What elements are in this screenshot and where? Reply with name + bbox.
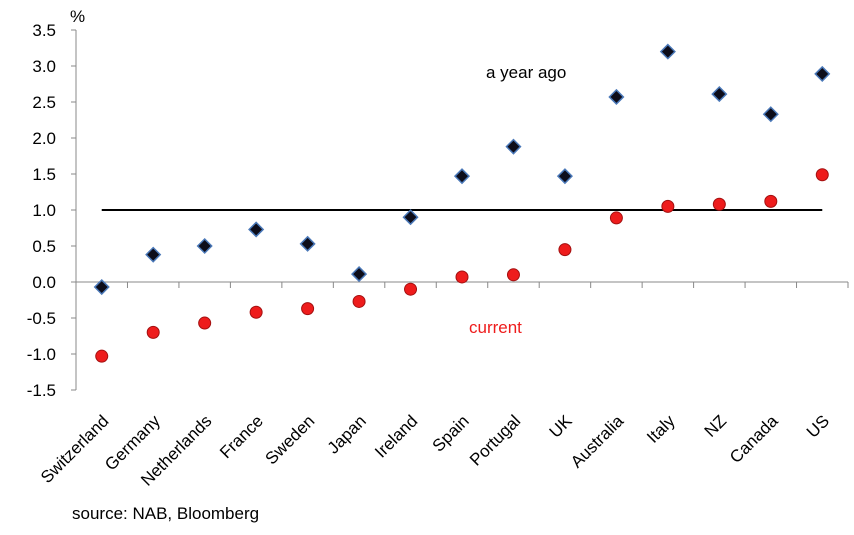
y-tick-label: 2.0 <box>32 129 56 148</box>
point-current-germany <box>147 326 159 338</box>
point-a-year-ago-nz <box>712 87 726 101</box>
point-a-year-ago-spain <box>455 169 469 183</box>
series-current <box>96 169 829 362</box>
point-current-portugal <box>507 269 519 281</box>
x-tick-label-portugal: Portugal <box>466 411 524 469</box>
x-tick-label-canada: Canada <box>726 411 782 467</box>
point-current-ireland <box>405 283 417 295</box>
x-tick-label-us: US <box>803 411 833 441</box>
x-tick-label-uk: UK <box>546 411 577 442</box>
y-tick-label: 3.5 <box>32 21 56 40</box>
y-tick-label: 1.5 <box>32 165 56 184</box>
point-a-year-ago-france <box>249 222 263 236</box>
x-tick-label-sweden: Sweden <box>262 411 319 468</box>
point-a-year-ago-sweden <box>301 237 315 251</box>
point-a-year-ago-canada <box>764 107 778 121</box>
annotation-a-year-ago: a year ago <box>486 63 566 82</box>
x-tick-label-japan: Japan <box>324 411 370 457</box>
x-tick-label-italy: Italy <box>643 411 679 447</box>
point-current-spain <box>456 271 468 283</box>
y-axis-ticks: 3.5 3.0 2.5 2.0 1.5 1.0 0.5 0.0 -0.5 -1.0 -1.5 <box>27 21 76 400</box>
source-note: source: NAB, Bloomberg <box>72 504 259 524</box>
y-tick-label: 2.5 <box>32 93 56 112</box>
y-tick-label: 0.0 <box>32 273 56 292</box>
point-current-nz <box>713 198 725 210</box>
point-current-australia <box>610 212 622 224</box>
y-tick-label: -0.5 <box>27 309 56 328</box>
x-tick-label-ireland: Ireland <box>371 411 421 461</box>
point-current-canada <box>765 195 777 207</box>
point-current-netherlands <box>199 317 211 329</box>
point-a-year-ago-portugal <box>506 140 520 154</box>
point-current-us <box>816 169 828 181</box>
point-a-year-ago-australia <box>609 90 623 104</box>
point-a-year-ago-germany <box>146 248 160 262</box>
y-unit-label: % <box>70 7 85 26</box>
x-tick-label-switzerland: Switzerland <box>37 411 113 487</box>
point-a-year-ago-japan <box>352 267 366 281</box>
point-a-year-ago-italy <box>661 45 675 59</box>
point-current-uk <box>559 244 571 256</box>
y-tick-label: 0.5 <box>32 237 56 256</box>
point-a-year-ago-netherlands <box>198 239 212 253</box>
point-current-france <box>250 306 262 318</box>
x-tick-label-france: France <box>216 411 267 462</box>
y-tick-label: 1.0 <box>32 201 56 220</box>
x-tick-label-spain: Spain <box>429 411 473 455</box>
point-current-italy <box>662 200 674 212</box>
y-tick-label: -1.0 <box>27 345 56 364</box>
point-a-year-ago-ireland <box>404 210 418 224</box>
point-current-switzerland <box>96 350 108 362</box>
point-a-year-ago-uk <box>558 169 572 183</box>
x-tick-label-australia: Australia <box>567 411 628 472</box>
annotation-current: current <box>469 318 522 337</box>
x-tick-label-nz: NZ <box>701 411 730 440</box>
y-tick-label: -1.5 <box>27 381 56 400</box>
y-tick-label: 3.0 <box>32 57 56 76</box>
point-current-sweden <box>302 303 314 315</box>
series-a-year-ago <box>95 45 830 294</box>
point-current-japan <box>353 295 365 307</box>
point-a-year-ago-us <box>815 67 829 81</box>
